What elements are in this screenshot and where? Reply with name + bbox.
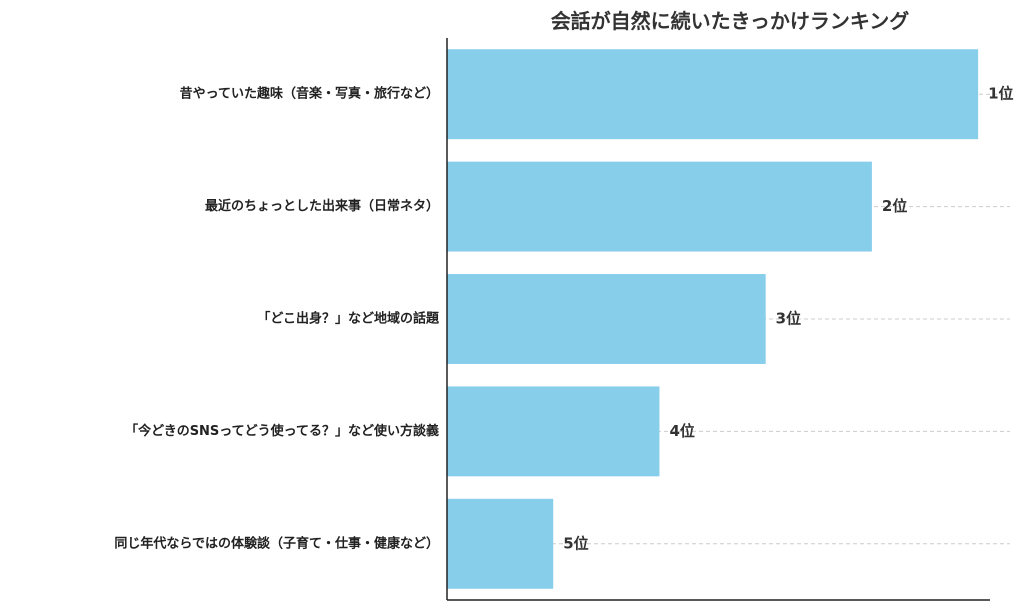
rank-label-4: 4位 — [669, 422, 694, 440]
rank-label-5: 5位 — [563, 534, 588, 552]
category-label-5: 同じ年代ならではの体験談（子育て・仕事・健康など） — [114, 535, 439, 551]
label-layer: 昔やっていた趣味（音楽・写真・旅行など） 1位最近のちょっとした出来事（日常ネタ）… — [114, 85, 1013, 553]
rank-label-2: 2位 — [882, 197, 907, 215]
bar-5 — [447, 498, 554, 589]
category-label-4: 「今どきのSNSってどう使ってる？」など使い方談義 — [125, 423, 439, 439]
rank-label-1: 1位 — [988, 85, 1013, 103]
chart-title: 会話が自然に続いたきっかけランキング — [551, 9, 910, 33]
category-label-1: 昔やっていた趣味（音楽・写真・旅行など） — [180, 86, 439, 102]
bar-2 — [447, 161, 872, 252]
category-label-3: 「どこ出身？」など地域の話題 — [257, 311, 440, 327]
bar-3 — [447, 274, 766, 364]
rank-label-3: 3位 — [776, 310, 801, 328]
bar-layer — [447, 49, 979, 589]
category-label-2: 最近のちょっとした出来事（日常ネタ） — [205, 198, 439, 214]
bar-1 — [447, 49, 979, 140]
bar-4 — [447, 386, 660, 477]
